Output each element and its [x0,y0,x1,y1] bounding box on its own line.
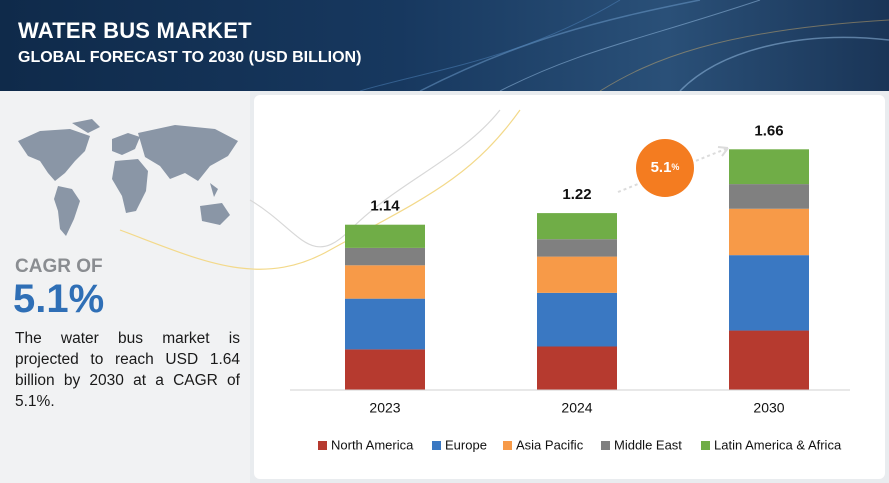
cagr-label: CAGR OF [15,256,103,277]
description: The water bus market is projected to rea… [15,330,240,410]
legend-swatch [701,441,710,450]
bar-segment [537,346,617,390]
badge-value: 5.1 [651,159,672,176]
legend-label: Middle East [614,437,682,452]
bar-segment [729,330,809,390]
bar-segment [729,184,809,209]
bar-segment [729,149,809,185]
bar-segment [729,255,809,331]
cagr-badge [636,139,694,197]
title: WATER BUS MARKET [18,18,252,43]
legend-swatch [601,441,610,450]
growth-arrow-head [717,146,729,157]
legend-label: North America [331,437,414,452]
cagr-badge-text: 5.1% [651,159,680,176]
header: WATER BUS MARKET GLOBAL FORECAST TO 2030… [0,0,889,91]
x-tick-label: 2023 [369,400,400,416]
header-decoration [359,0,889,91]
bar-segment [537,292,617,347]
bar-segment [345,247,425,266]
legend-swatch [432,441,441,450]
legend-swatch [318,441,327,450]
chart-panel [254,95,885,479]
legend-label: Latin America & Africa [714,437,842,452]
bar-segment [345,265,425,299]
total-label: 1.66 [754,122,783,139]
summary-panel: CAGR OF 5.1% The water bus market is pro… [0,91,250,483]
legend-label: Europe [445,437,487,452]
world-map [18,119,238,236]
decoration-curve [249,109,501,248]
total-label: 1.14 [370,198,400,215]
bar-segment [345,298,425,350]
x-tick-label: 2024 [561,400,592,416]
legend-label: Asia Pacific [516,437,584,452]
bar-segment [345,224,425,248]
bar-segment [537,256,617,293]
legend-swatch [503,441,512,450]
subtitle: GLOBAL FORECAST TO 2030 (USD BILLION) [18,49,362,66]
bar-segment [729,208,809,256]
bar-segment [537,239,617,257]
bar-segment [537,213,617,240]
bar-segment [345,349,425,390]
total-label: 1.22 [562,186,591,203]
badge-unit: % [671,162,679,172]
cagr-value: 5.1% [13,277,105,321]
x-tick-label: 2030 [753,400,784,416]
growth-arrow [617,147,729,193]
